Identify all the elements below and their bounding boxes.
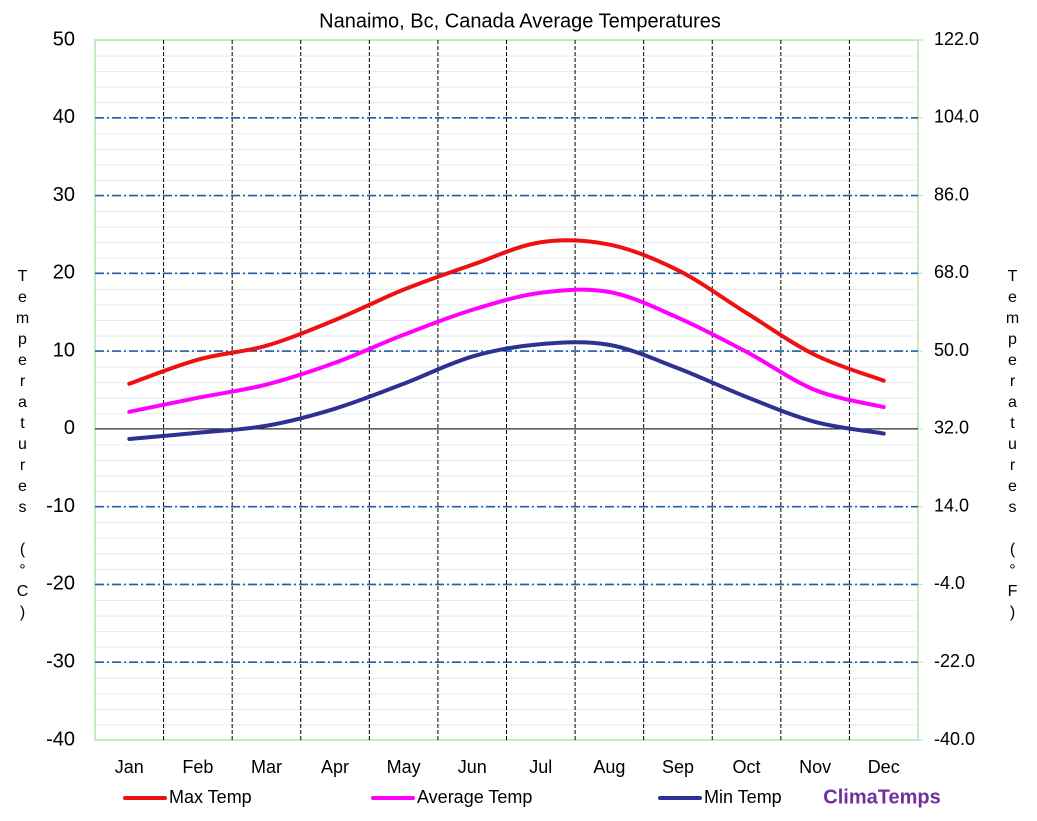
y-tick-label: 50 — [53, 28, 75, 50]
x-tick-label: Dec — [868, 757, 900, 777]
y-tick-label: 10 — [53, 339, 75, 361]
y2-tick-label: 32.0 — [934, 418, 969, 438]
x-tick-label: Jun — [458, 757, 487, 777]
y2-tick-label: 104.0 — [934, 107, 979, 127]
legend-label: Min Temp — [704, 787, 782, 807]
y-tick-label: -10 — [46, 495, 75, 517]
x-tick-label: Oct — [733, 757, 761, 777]
y2-tick-label: 14.0 — [934, 495, 969, 515]
legend-label: Max Temp — [169, 787, 252, 807]
y-tick-label: -30 — [46, 651, 75, 673]
series-line — [127, 238, 886, 386]
x-tick-label: Jan — [115, 757, 144, 777]
brand: ClimaTemps — [823, 786, 940, 808]
y-tick-label: -20 — [46, 573, 75, 595]
x-tick-label: Feb — [182, 757, 213, 777]
y2-axis-label: Temperatures (°F) — [1004, 268, 1021, 625]
x-tick-label: Sep — [662, 757, 694, 777]
x-tick-label: Nov — [799, 757, 831, 777]
x-tick-label: Aug — [593, 757, 625, 777]
y2-tick-label: -22.0 — [934, 651, 975, 671]
series-line — [127, 340, 886, 441]
y-tick-label: -40 — [46, 728, 75, 750]
x-tick-label: Apr — [321, 757, 349, 777]
y2-tick-label: 50.0 — [934, 340, 969, 360]
y-tick-label: 40 — [53, 106, 75, 128]
y-tick-label: 20 — [53, 262, 75, 284]
y2-tick-label: 86.0 — [934, 184, 969, 204]
y2-tick-label: 68.0 — [934, 262, 969, 282]
y2-tick-label: -40.0 — [934, 729, 975, 749]
y2-tick-label: -4.0 — [934, 573, 965, 593]
chart-title: Nanaimo, Bc, Canada Average Temperatures — [319, 10, 721, 32]
series-line — [127, 287, 886, 414]
x-tick-label: Mar — [251, 757, 282, 777]
x-tick-label: May — [387, 757, 421, 777]
x-tick-label: Jul — [529, 757, 552, 777]
y-axis-label: Temperatures (°C) — [14, 268, 31, 625]
legend-label: Average Temp — [417, 787, 532, 807]
y-tick-label: 30 — [53, 184, 75, 206]
y2-tick-label: 122.0 — [934, 29, 979, 49]
y-tick-label: 0 — [64, 417, 75, 439]
